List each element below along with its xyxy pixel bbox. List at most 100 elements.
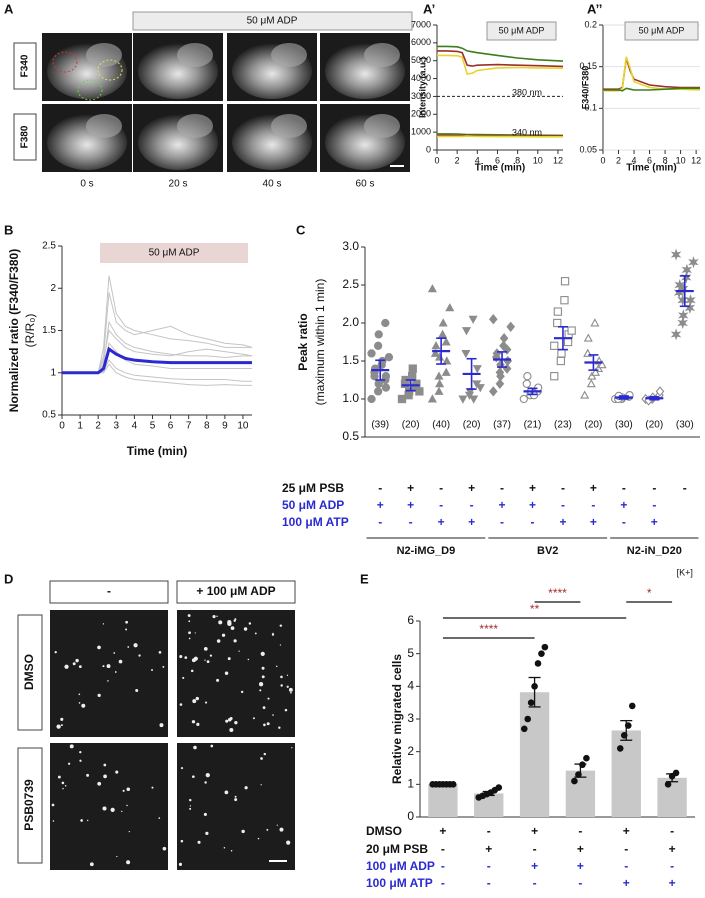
cell-spot — [121, 810, 123, 813]
data-point — [519, 394, 528, 404]
x-tick-label: 1 — [77, 421, 83, 432]
column-label: + 100 μM ADP — [196, 584, 275, 598]
cell-spot — [60, 717, 64, 721]
data-point — [367, 349, 376, 358]
data-point — [677, 309, 689, 322]
data-point — [475, 384, 485, 393]
cell-spot — [240, 690, 244, 694]
condition-sign: + — [407, 498, 414, 512]
data-point — [431, 341, 441, 350]
data-point — [434, 386, 444, 395]
data-point — [415, 387, 424, 396]
bar — [657, 777, 687, 817]
panel-label: A’ — [423, 1, 435, 16]
cell-signal — [364, 43, 400, 67]
column-label-box — [176, 580, 296, 604]
condition-sign: + — [590, 481, 597, 495]
data-point — [506, 321, 516, 332]
y-tick-label: 0 — [426, 144, 431, 154]
treatment-box — [486, 21, 557, 41]
data-point — [580, 390, 590, 399]
condition-sign: + — [468, 481, 475, 495]
cell-spot — [78, 702, 81, 704]
data-point — [579, 761, 586, 769]
condition-sign: - — [487, 876, 491, 890]
data-point — [373, 341, 383, 350]
data-point — [670, 328, 682, 341]
data-point — [449, 781, 457, 788]
cell-spot — [260, 784, 262, 786]
panel-label: E — [360, 571, 369, 586]
condition-sign: + — [623, 824, 630, 838]
cell-spot — [115, 770, 119, 774]
cell-spot — [54, 650, 57, 654]
x-tick-label: 0 — [434, 155, 439, 165]
data-point — [616, 745, 624, 752]
cell-spot — [272, 714, 274, 716]
y-axis-label: (maximum within 1 min) — [313, 279, 327, 406]
data-point — [571, 777, 578, 785]
x-tick-label: 10 — [676, 155, 686, 165]
annotation: 340 nm — [512, 127, 542, 137]
y-tick-label: 3 — [407, 711, 414, 725]
data-point — [427, 394, 437, 403]
cell-spot — [72, 662, 76, 666]
cell-signal — [177, 114, 213, 138]
y-axis-label: (R/R₀) — [23, 314, 37, 348]
data-point — [373, 387, 383, 396]
annotation: 380 nm — [512, 87, 542, 97]
data-point — [541, 643, 549, 651]
y-tick-label: 1.5 — [42, 325, 56, 336]
data-point — [670, 248, 682, 261]
data-point — [472, 380, 482, 389]
cell-spot — [286, 840, 291, 845]
data-point — [681, 263, 693, 276]
cell-spot — [188, 620, 191, 623]
data-point — [628, 702, 636, 710]
data-point — [472, 365, 482, 374]
data-point — [488, 386, 498, 397]
bar — [428, 784, 458, 817]
cell-spot — [57, 775, 61, 779]
cell-spot — [216, 639, 221, 643]
series-line — [603, 58, 700, 90]
cell-spot — [188, 637, 191, 640]
significance-label: **** — [479, 622, 498, 636]
treatment-label: 50 μM ADP — [149, 248, 200, 259]
condition-sign: - — [622, 515, 626, 529]
cell-spot — [261, 675, 265, 679]
cell-spot — [178, 862, 183, 866]
data-point — [583, 333, 593, 342]
extra-label: [K+] — [677, 567, 693, 577]
cell-spot — [116, 855, 118, 858]
condition-sign: + — [531, 824, 538, 838]
cell-spot — [97, 645, 101, 650]
n-label: (20) — [402, 420, 420, 431]
cell-spot — [75, 658, 79, 663]
condition-sign: - — [470, 498, 474, 512]
data-point — [583, 754, 590, 762]
condition-sign: + — [590, 515, 597, 529]
cell-spot — [193, 656, 198, 661]
condition-sign: + — [377, 498, 384, 512]
x-tick-label: 2 — [616, 155, 621, 165]
cell-spot — [159, 723, 164, 728]
cell-spot — [56, 724, 61, 729]
micrograph — [50, 743, 168, 870]
cell-spot — [81, 703, 86, 708]
cell-spot — [244, 786, 248, 790]
bar — [519, 692, 550, 817]
row-label-box — [17, 747, 43, 864]
cell-spot — [122, 789, 125, 792]
y-tick-label: 0.05 — [579, 144, 597, 154]
condition-sign: - — [439, 481, 443, 495]
cell-spot — [197, 840, 201, 844]
cell-spot — [252, 717, 255, 720]
cell-spot — [279, 827, 284, 832]
cell-spot — [241, 829, 245, 834]
cell-spot — [126, 804, 128, 807]
data-point — [408, 372, 417, 381]
n-label: (20) — [585, 420, 603, 431]
data-point — [503, 355, 513, 367]
condition-sign: + — [407, 481, 414, 495]
